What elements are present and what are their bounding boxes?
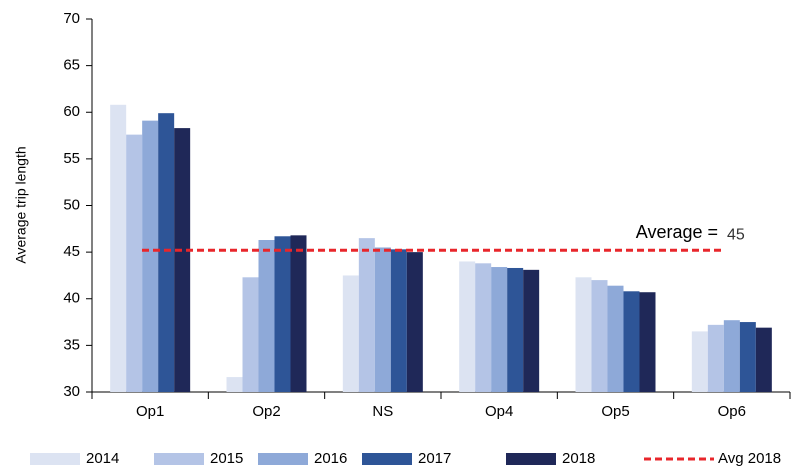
x-tick-label: Op4: [485, 403, 513, 420]
legend-label: 2014: [86, 450, 119, 467]
y-tick-label: 55: [63, 150, 80, 167]
bar: [755, 327, 772, 392]
bar: [126, 134, 143, 392]
bar: [258, 240, 275, 392]
legend-label: 2018: [562, 450, 595, 467]
x-tick-label: Op2: [252, 403, 280, 420]
bar: [274, 236, 291, 392]
bar: [707, 324, 724, 392]
bar: [158, 113, 175, 393]
bar: [723, 320, 740, 392]
legend-swatch: [258, 453, 308, 465]
bar: [739, 322, 756, 392]
bar: [390, 249, 407, 392]
x-tick-label: Op6: [718, 403, 746, 420]
legend-label: Avg 2018: [718, 450, 781, 467]
bar: [358, 238, 375, 392]
x-tick-label: Op1: [136, 403, 164, 420]
x-tick-label: NS: [372, 403, 393, 420]
bar: [623, 291, 640, 392]
bar: [523, 269, 540, 392]
bar: [459, 261, 476, 392]
y-tick-label: 35: [63, 336, 80, 353]
bar: [290, 235, 307, 392]
legend-swatch: [30, 453, 80, 465]
bar: [174, 128, 191, 393]
bar: [226, 377, 243, 392]
x-tick-label: Op5: [601, 403, 629, 420]
y-tick-label: 70: [63, 10, 80, 27]
legend-label: 2015: [210, 450, 243, 467]
average-annotation: Average =: [636, 222, 718, 242]
bar: [110, 104, 127, 392]
y-tick-label: 65: [63, 57, 80, 74]
legend-swatch: [506, 453, 556, 465]
bar: [142, 120, 159, 392]
bar: [374, 247, 391, 392]
legend-swatch: [362, 453, 412, 465]
y-tick-label: 40: [63, 290, 80, 307]
y-tick-label: 60: [63, 103, 80, 120]
bar: [342, 275, 359, 392]
bar: [242, 277, 259, 392]
y-tick-label: 50: [63, 196, 80, 213]
bar: [639, 292, 656, 392]
legend-label: 2016: [314, 450, 347, 467]
bar: [507, 267, 524, 392]
legend-swatch: [154, 453, 204, 465]
y-tick-label: 30: [63, 383, 80, 400]
bar: [475, 263, 492, 392]
bar: [607, 285, 624, 392]
average-value-label: 45: [727, 226, 745, 243]
bar: [575, 277, 592, 392]
bar: [406, 252, 423, 392]
legend-label: 2017: [418, 450, 451, 467]
bar: [491, 267, 508, 392]
bar: [691, 331, 708, 392]
y-axis-label: Average trip length: [13, 146, 29, 263]
bar: [591, 280, 608, 392]
y-tick-label: 45: [63, 243, 80, 260]
